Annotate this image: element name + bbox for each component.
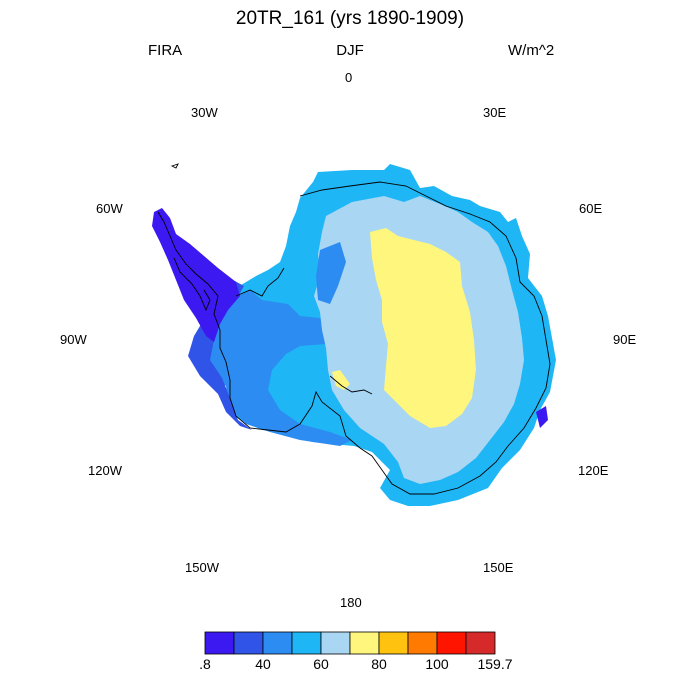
colorbar-label-0: .8 xyxy=(199,656,211,672)
field-regions xyxy=(152,164,556,506)
colorbar-swatch-7 xyxy=(407,631,438,655)
lon-label-120w: 120W xyxy=(88,463,122,478)
colorbar-swatch-5 xyxy=(349,631,380,655)
lon-label-60w: 60W xyxy=(96,201,123,216)
region-yellow-spot xyxy=(332,370,350,390)
lon-label-150w: 150W xyxy=(185,560,219,575)
season-label: DJF xyxy=(336,42,364,59)
region-yellow-plateau xyxy=(370,228,476,428)
lon-label-90w: 90W xyxy=(60,332,87,347)
colorbar-label-1: 40 xyxy=(255,656,271,672)
lon-label-180: 180 xyxy=(340,595,362,610)
colorbar-swatch-0 xyxy=(204,631,235,655)
lon-label-90e: 90E xyxy=(613,332,637,347)
map-title: 20TR_161 (yrs 1890-1909) xyxy=(235,8,465,29)
colorbar-swatch-6 xyxy=(378,631,409,655)
units-label: W/m^2 xyxy=(508,42,555,59)
lon-label-0: 0 xyxy=(345,70,353,85)
colorbar xyxy=(204,631,496,655)
colorbar-swatch-1 xyxy=(233,631,264,655)
lon-label-150e: 150E xyxy=(483,560,514,575)
lon-label-30w: 30W xyxy=(191,105,218,120)
colorbar-swatch-3 xyxy=(291,631,322,655)
colorbar-label-2: 60 xyxy=(313,656,329,672)
colorbar-label-5: 159.7 xyxy=(477,656,513,672)
region-mid-blue xyxy=(196,290,352,446)
colorbar-swatch-4 xyxy=(320,631,351,655)
colorbar-swatch-2 xyxy=(262,631,293,655)
lon-label-30e: 30E xyxy=(483,105,507,120)
coastline xyxy=(157,163,551,495)
region-peninsula xyxy=(152,208,240,342)
lon-label-120e: 120E xyxy=(578,463,609,478)
colorbar-swatch-8 xyxy=(436,631,467,655)
variable-name: FIRA xyxy=(148,42,183,59)
lon-label-60e: 60E xyxy=(579,201,603,216)
region-mid-blue-strip xyxy=(316,242,346,304)
colorbar-label-3: 80 xyxy=(371,656,387,672)
region-east-coast-dark xyxy=(536,406,548,428)
colorbar-label-4: 100 xyxy=(425,656,449,672)
colorbar-swatch-9 xyxy=(465,631,496,655)
